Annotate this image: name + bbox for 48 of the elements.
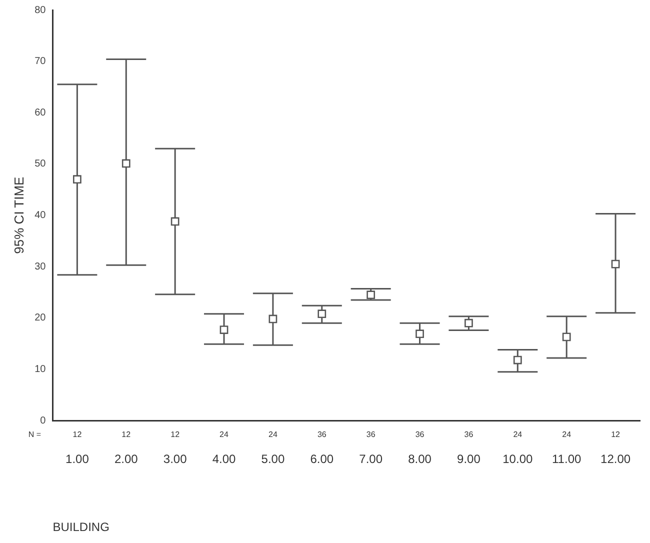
y-tick-label: 0: [40, 415, 46, 426]
y-tick-label: 70: [34, 56, 46, 68]
y-tick-label: 30: [34, 261, 46, 272]
text: 24: [268, 430, 278, 439]
point: [220, 326, 228, 334]
x-tick-label: 5.00: [261, 452, 285, 466]
x-tick-label: 6.00: [310, 452, 334, 466]
text: 24: [562, 430, 572, 439]
y-axis-title: 95% CI TIME: [11, 176, 26, 254]
text: 12: [170, 430, 180, 439]
point: [122, 159, 130, 168]
x-tick-label: 3.00: [163, 452, 188, 466]
y-tick-label: 20: [34, 312, 46, 324]
point: [611, 260, 620, 268]
x-tick-label: 8.00: [408, 452, 432, 466]
text: 12: [72, 430, 82, 439]
text: 36: [366, 430, 376, 439]
y-tick-label: 60: [34, 107, 46, 118]
x-tick-label: 9.00: [457, 452, 481, 466]
x-axis-title: BUILDING: [52, 520, 110, 534]
point: [366, 290, 376, 300]
text: 12: [611, 430, 621, 439]
y-tick-label: 10: [34, 364, 46, 376]
text: 24: [513, 430, 523, 439]
point: [268, 314, 278, 324]
point: [73, 175, 82, 184]
x-tick-label: 12.00: [600, 452, 631, 466]
text: 24: [220, 430, 230, 439]
x-tick-label: 7.00: [359, 452, 383, 466]
text: 36: [317, 430, 327, 439]
x-tick-label: 4.00: [212, 452, 236, 466]
text: 36: [464, 430, 474, 439]
point: [464, 318, 473, 328]
point: [562, 332, 571, 342]
point: [416, 330, 424, 338]
y-tick-label: 80: [34, 4, 46, 16]
y-tick-label: 40: [34, 210, 46, 222]
x-tick-label: 11.00: [552, 452, 582, 466]
point: [318, 310, 326, 318]
x-tick-label: 10.00: [502, 452, 533, 466]
text: N =: [28, 430, 42, 439]
x-tick-label: 2.00: [114, 452, 138, 466]
point: [170, 217, 180, 226]
point: [513, 356, 522, 364]
y-tick-label: 50: [34, 158, 46, 170]
text: 36: [415, 430, 425, 439]
x-tick-label: 1.00: [66, 452, 90, 466]
text: 12: [122, 430, 132, 439]
